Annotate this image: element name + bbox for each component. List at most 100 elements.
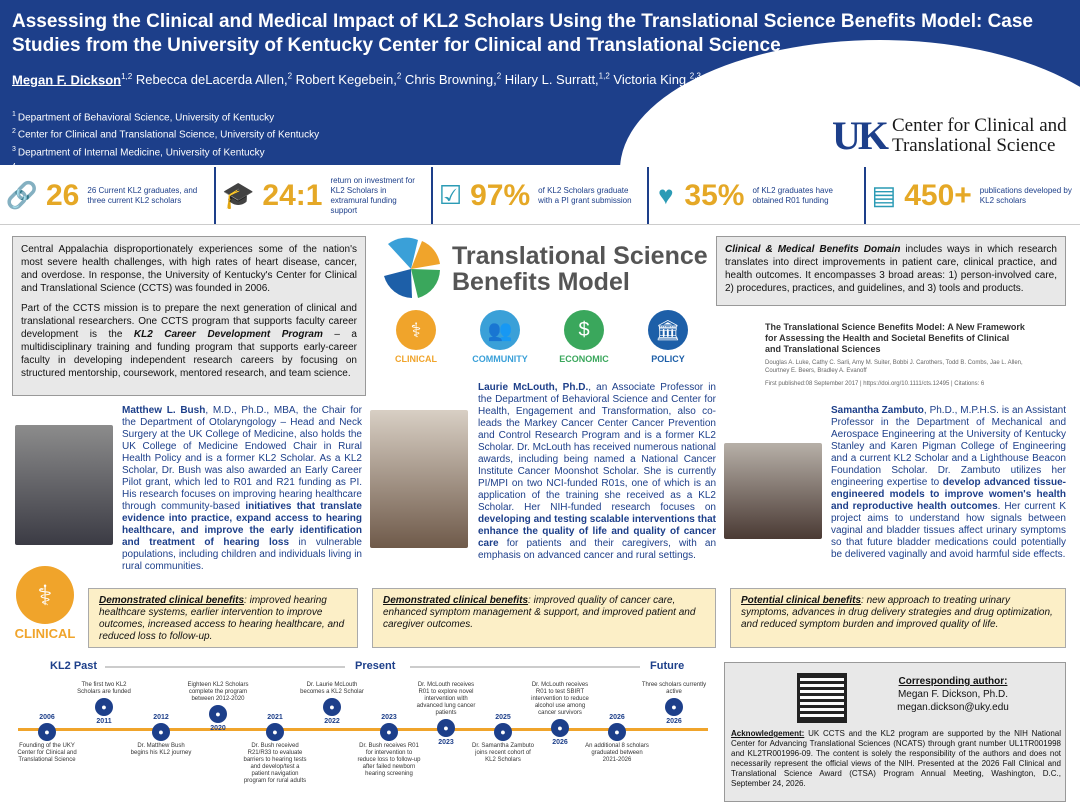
timeline-event: 2026 ● An additional 8 scholars graduated … <box>584 714 650 764</box>
event-marker-icon: ● <box>323 698 341 716</box>
domain-label: ECONOMIC <box>559 354 609 364</box>
event-text: Three scholars currently active <box>641 682 707 695</box>
event-marker-icon: ● <box>551 719 569 737</box>
community-icon: 👥 <box>480 310 520 350</box>
author: Hilary L. Surratt, <box>501 72 599 88</box>
tsbm-logo: Translational Science Benefits Model <box>378 236 708 302</box>
stat-item: ▤ 450+ publications developed by KL2 schol… <box>866 167 1080 224</box>
stat-number: 97% <box>470 178 531 212</box>
event-text: Dr. Matthew Bush begins his KL2 journey <box>130 743 192 756</box>
event-text: Founding of the UKY Center for Clinical … <box>17 743 77 763</box>
event-text: Dr. McLouth receives R01 to test SBIRT i… <box>531 682 589 716</box>
stat-description: of KL2 graduates have obtained R01 fundi… <box>752 185 833 205</box>
stat-number: 450+ <box>904 178 972 212</box>
event-marker-icon: ● <box>437 719 455 737</box>
poster-title: Assessing the Clinical and Medical Impac… <box>12 11 1033 56</box>
event-marker-icon: ● <box>38 723 56 741</box>
timeline-future: Future <box>650 660 685 672</box>
timeline-event: The first two KL2 Scholars are funded ● 20… <box>71 682 137 725</box>
event-year: 2020 <box>210 725 226 732</box>
paper-published: First published:08 September 2017 | http… <box>765 381 985 387</box>
timeline-event: 2021 ● Dr. Bush received R21/R33 to evalua… <box>242 714 308 785</box>
author-sup: 2 <box>396 72 402 81</box>
event-year: 2021 <box>267 714 283 721</box>
stat-description: 26 Current KL2 graduates, and three curr… <box>87 185 198 205</box>
affiliation: 1 Department of Behavioral Science, Univ… <box>12 111 275 124</box>
author-sup: 1,2 <box>598 72 610 81</box>
author-sup: 2,3 <box>689 72 701 81</box>
stat-description: return on investment for KL2 Scholars in… <box>330 175 415 215</box>
capitol-icon: 🏛 <box>648 310 688 350</box>
money-icon: $ <box>564 310 604 350</box>
clinical-label: CLINICAL <box>14 626 76 641</box>
kl2-timeline: KL2 Past Present Future 2006 ● Founding of… <box>10 660 710 805</box>
timeline-event: 2006 ● Founding of the UKY Center for Clin… <box>14 714 80 764</box>
bush-benefits-box: Demonstrated clinical benefits: improved… <box>88 588 358 648</box>
graduation-cap-icon: 🎓 <box>222 180 255 210</box>
event-marker-icon: ● <box>608 723 626 741</box>
event-text: The first two KL2 Scholars are funded <box>77 682 131 695</box>
stethoscope-icon: ⚕ <box>16 566 74 624</box>
affiliations: 1 Department of Behavioral Science, Univ… <box>12 108 319 165</box>
paper-authors: Douglas A. Luke, Cathy C. Sarli, Amy M. … <box>765 360 1023 374</box>
domain-label: COMMUNITY <box>472 354 528 364</box>
event-text: Dr. McLouth receives R01 to explore nove… <box>416 682 476 716</box>
stat-description: publications developed by KL2 scholars <box>979 185 1072 205</box>
author-sup: 1,2 <box>121 72 133 81</box>
stat-item: ♥ 35% of KL2 graduates have obtained R01 f… <box>649 167 866 224</box>
event-year: 2012 <box>153 714 169 721</box>
event-marker-icon: ● <box>209 705 227 723</box>
stats-bar: 🔗 26 26 Current KL2 graduates, and three c… <box>0 167 1080 225</box>
tsbm-petal-icon <box>384 237 440 298</box>
event-text: Eighteen KL2 Scholars complete the progr… <box>187 682 249 702</box>
paper-title: The Translational Science Benefits Model… <box>765 322 1025 354</box>
event-marker-icon: ● <box>95 698 113 716</box>
publications-icon: ▤ <box>871 180 897 210</box>
intro-p1: Central Appalachia disproportionately ex… <box>21 244 357 294</box>
author-sup: 2 <box>496 72 502 81</box>
timeline-event: Dr. McLouth receives R01 to test SBIRT i… <box>527 682 593 746</box>
mclouth-bio: Laurie McLouth, Ph.D., an Associate Prof… <box>478 382 716 561</box>
tsbm-domains: ⚕ CLINICAL 👥 COMMUNITY $ ECONOMIC 🏛 POLICY <box>385 310 699 364</box>
email-link[interactable]: megan.dickson@uky.edu <box>897 702 1009 713</box>
domain-label: POLICY <box>651 354 685 364</box>
author-sup: 2 <box>287 72 293 81</box>
ccts-logo: UK Center for Clinical and Translational… <box>832 112 1067 159</box>
event-text: An additional 8 scholars graduated betwe… <box>585 743 649 763</box>
timeline-event: 2012 ● Dr. Matthew Bush begins his KL2 jou… <box>128 714 194 757</box>
affiliation: 2 Center for Clinical and Translational … <box>12 128 320 141</box>
event-year: 2026 <box>609 714 625 721</box>
tsbm-paper-citation: The Translational Science Benefits Model… <box>765 322 1025 390</box>
lead-author: Megan F. Dickson <box>12 72 122 88</box>
affiliation: 4 Department of Obstetrics and Gynecolog… <box>12 160 319 165</box>
event-marker-icon: ● <box>665 698 683 716</box>
event-marker-icon: ● <box>380 723 398 741</box>
intro-p2: Part of the CCTS mission is to prepare t… <box>21 303 357 379</box>
heart-handshake-icon: ♥ <box>658 180 674 210</box>
checklist-icon: ☑ <box>438 180 463 210</box>
event-year: 2023 <box>381 714 397 721</box>
event-year: 2025 <box>495 714 511 721</box>
affiliation: 3 Department of Internal Medicine, Unive… <box>12 145 265 158</box>
event-marker-icon: ● <box>152 723 170 741</box>
link-icon: 🔗 <box>5 180 39 210</box>
logo-line1: Center for Clinical and <box>892 114 1067 136</box>
domain-clinical: ⚕ CLINICAL <box>385 310 447 364</box>
event-year: 2006 <box>39 714 55 721</box>
zambuto-photo <box>724 443 822 539</box>
author-list: Megan F. Dickson1,2 Rebecca deLacerda Al… <box>12 72 892 87</box>
timeline-event: Dr. McLouth receives R01 to explore nove… <box>413 682 479 746</box>
mclouth-benefits-box: Demonstrated clinical benefits: improved… <box>372 588 716 648</box>
intro-box: Central Appalachia disproportionately ex… <box>12 236 366 396</box>
poster-header: Assessing the Clinical and Medical Impac… <box>0 0 1080 165</box>
zambuto-benefits-box: Potential clinical benefits: new approac… <box>730 588 1066 648</box>
stat-item: 🔗 26 26 Current KL2 graduates, and three c… <box>0 167 217 224</box>
domain-definition-box: Clinical & Medical Benefits Domain inclu… <box>716 236 1066 306</box>
timeline-past: KL2 Past <box>50 660 98 672</box>
event-year: 2011 <box>96 718 112 725</box>
stat-item: ☑ 97% of KL2 Scholars graduate with a PI g… <box>433 167 650 224</box>
qr-code <box>797 673 847 723</box>
stat-item: 🎓 24:1 return on investment for KL2 Schola… <box>216 167 433 224</box>
corresponding-author: Corresponding author: Megan F. Dickson, … <box>897 676 1009 713</box>
domain-economic: $ ECONOMIC <box>553 310 615 364</box>
